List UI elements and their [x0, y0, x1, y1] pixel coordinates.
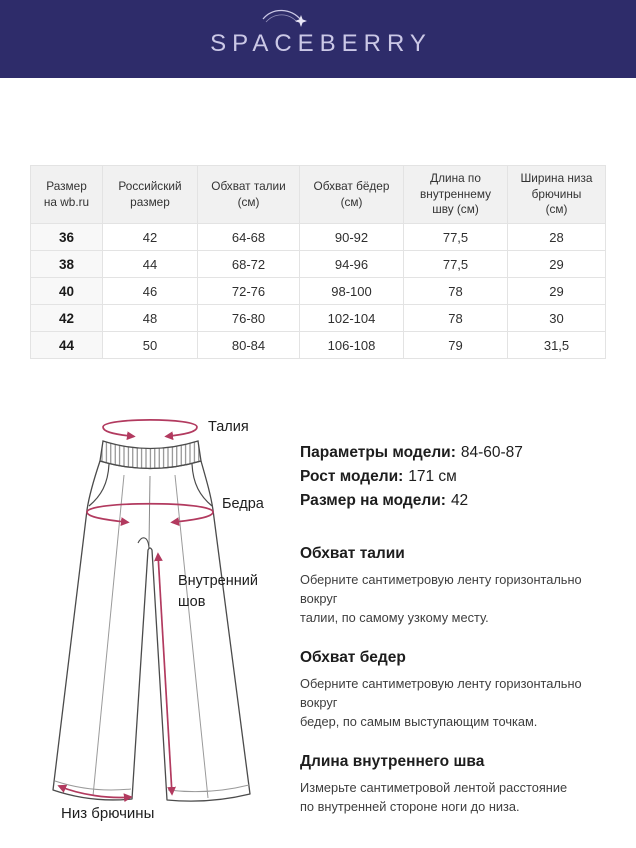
table-cell: 77,5	[403, 250, 508, 278]
table-cell: 94-96	[299, 250, 404, 278]
guide-title-waist: Обхват талии	[300, 545, 405, 562]
table-cell: 102-104	[299, 304, 404, 332]
hem-arrow	[57, 784, 133, 803]
table-cell: 46	[102, 277, 198, 305]
model-size-label: Размер на модели:	[300, 492, 446, 509]
guide-section-inseam: Длина внутреннего шва Измерьте сантиметр…	[300, 751, 616, 816]
model-parameters-line: Параметры модели: 84-60-87	[300, 441, 616, 465]
guide-title-inseam: Длина внутреннего шва	[300, 753, 485, 770]
hem-label: Низ брючины	[61, 805, 155, 822]
shooting-star-icon	[262, 9, 307, 27]
guide-body-hips: Оберните сантиметровую ленту горизонталь…	[300, 676, 582, 729]
table-cell: 78	[403, 277, 508, 305]
col-header-waist: Обхват талии (см)	[197, 165, 300, 224]
guide-section-waist: Обхват талии Оберните сантиметровую лент…	[300, 543, 616, 627]
cell-wb-size: 36	[30, 223, 103, 251]
table-cell: 90-92	[299, 223, 404, 251]
table-row: 42 48 76-80 102-104 78 30	[30, 304, 606, 332]
guide-body-waist: Оберните сантиметровую ленту горизонталь…	[300, 572, 582, 625]
table-row: 44 50 80-84 106-108 79 31,5	[30, 331, 606, 359]
table-cell: 77,5	[403, 223, 508, 251]
model-height-label: Рост модели:	[300, 468, 404, 485]
model-size-line: Размер на модели: 42	[300, 489, 616, 513]
table-cell: 76-80	[197, 304, 300, 332]
table-cell: 80-84	[197, 331, 300, 359]
model-parameters-label: Параметры модели:	[300, 444, 456, 461]
guide-section-hips: Обхват бедер Оберните сантиметровую лент…	[300, 647, 616, 731]
waistband	[99, 440, 202, 470]
table-cell: 48	[102, 304, 198, 332]
model-height-value: 171 см	[408, 468, 457, 485]
cell-wb-size: 42	[30, 304, 103, 332]
table-cell: 31,5	[507, 331, 606, 359]
cell-wb-size: 38	[30, 250, 103, 278]
table-cell: 28	[507, 223, 606, 251]
waist-tape-arrow	[102, 419, 198, 441]
guide-body-inseam: Измерьте сантиметровой лентой расстояние…	[300, 780, 568, 814]
model-height-line: Рост модели: 171 см	[300, 465, 616, 489]
model-parameters-value: 84-60-87	[460, 444, 523, 461]
table-row: 38 44 68-72 94-96 77,5 29	[30, 250, 606, 278]
hips-label: Бедра	[222, 496, 264, 512]
table-cell: 79	[403, 331, 508, 359]
col-header-inseam: Длина по внутреннему шву (см)	[403, 165, 508, 224]
guide-title-hips: Обхват бедер	[300, 649, 406, 666]
table-cell: 64-68	[197, 223, 300, 251]
table-cell: 42	[102, 223, 198, 251]
table-cell: 30	[507, 304, 606, 332]
table-cell: 29	[507, 277, 606, 305]
col-header-wb-size: Размер на wb.ru	[30, 165, 103, 224]
model-size-value: 42	[450, 492, 469, 509]
waist-label: Талия	[208, 419, 249, 435]
table-cell: 72-76	[197, 277, 300, 305]
inseam-label: Внутренний шов	[178, 573, 258, 610]
hips-tape-arrow	[86, 502, 214, 526]
size-table: Размер на wb.ru Российский размер Обхват…	[30, 165, 606, 359]
pants-outline	[52, 460, 251, 802]
pants-diagram	[52, 419, 251, 803]
table-cell: 44	[102, 250, 198, 278]
col-header-leg-width: Ширина низа брючины (см)	[507, 165, 606, 224]
col-header-hips: Обхват бёдер (см)	[299, 165, 404, 224]
cell-wb-size: 40	[30, 277, 103, 305]
table-row: 40 46 72-76 98-100 78 29	[30, 277, 606, 305]
col-header-ru-size: Российский размер	[102, 165, 198, 224]
brand-logo: SPACEBERRY	[210, 29, 432, 57]
table-cell: 68-72	[197, 250, 300, 278]
table-cell: 50	[102, 331, 198, 359]
measurement-info-panel: Параметры модели: 84-60-87 Рост модели: 17…	[300, 441, 616, 816]
inseam-arrow	[153, 552, 177, 796]
table-cell: 106-108	[299, 331, 404, 359]
table-cell: 29	[507, 250, 606, 278]
cell-wb-size: 44	[30, 331, 103, 359]
table-row: 36 42 64-68 90-92 77,5 28	[30, 223, 606, 251]
table-cell: 78	[403, 304, 508, 332]
size-table-header: Размер на wb.ru Российский размер Обхват…	[30, 165, 606, 224]
brand-banner: SPACEBERRY	[0, 0, 636, 78]
table-cell: 98-100	[299, 277, 404, 305]
